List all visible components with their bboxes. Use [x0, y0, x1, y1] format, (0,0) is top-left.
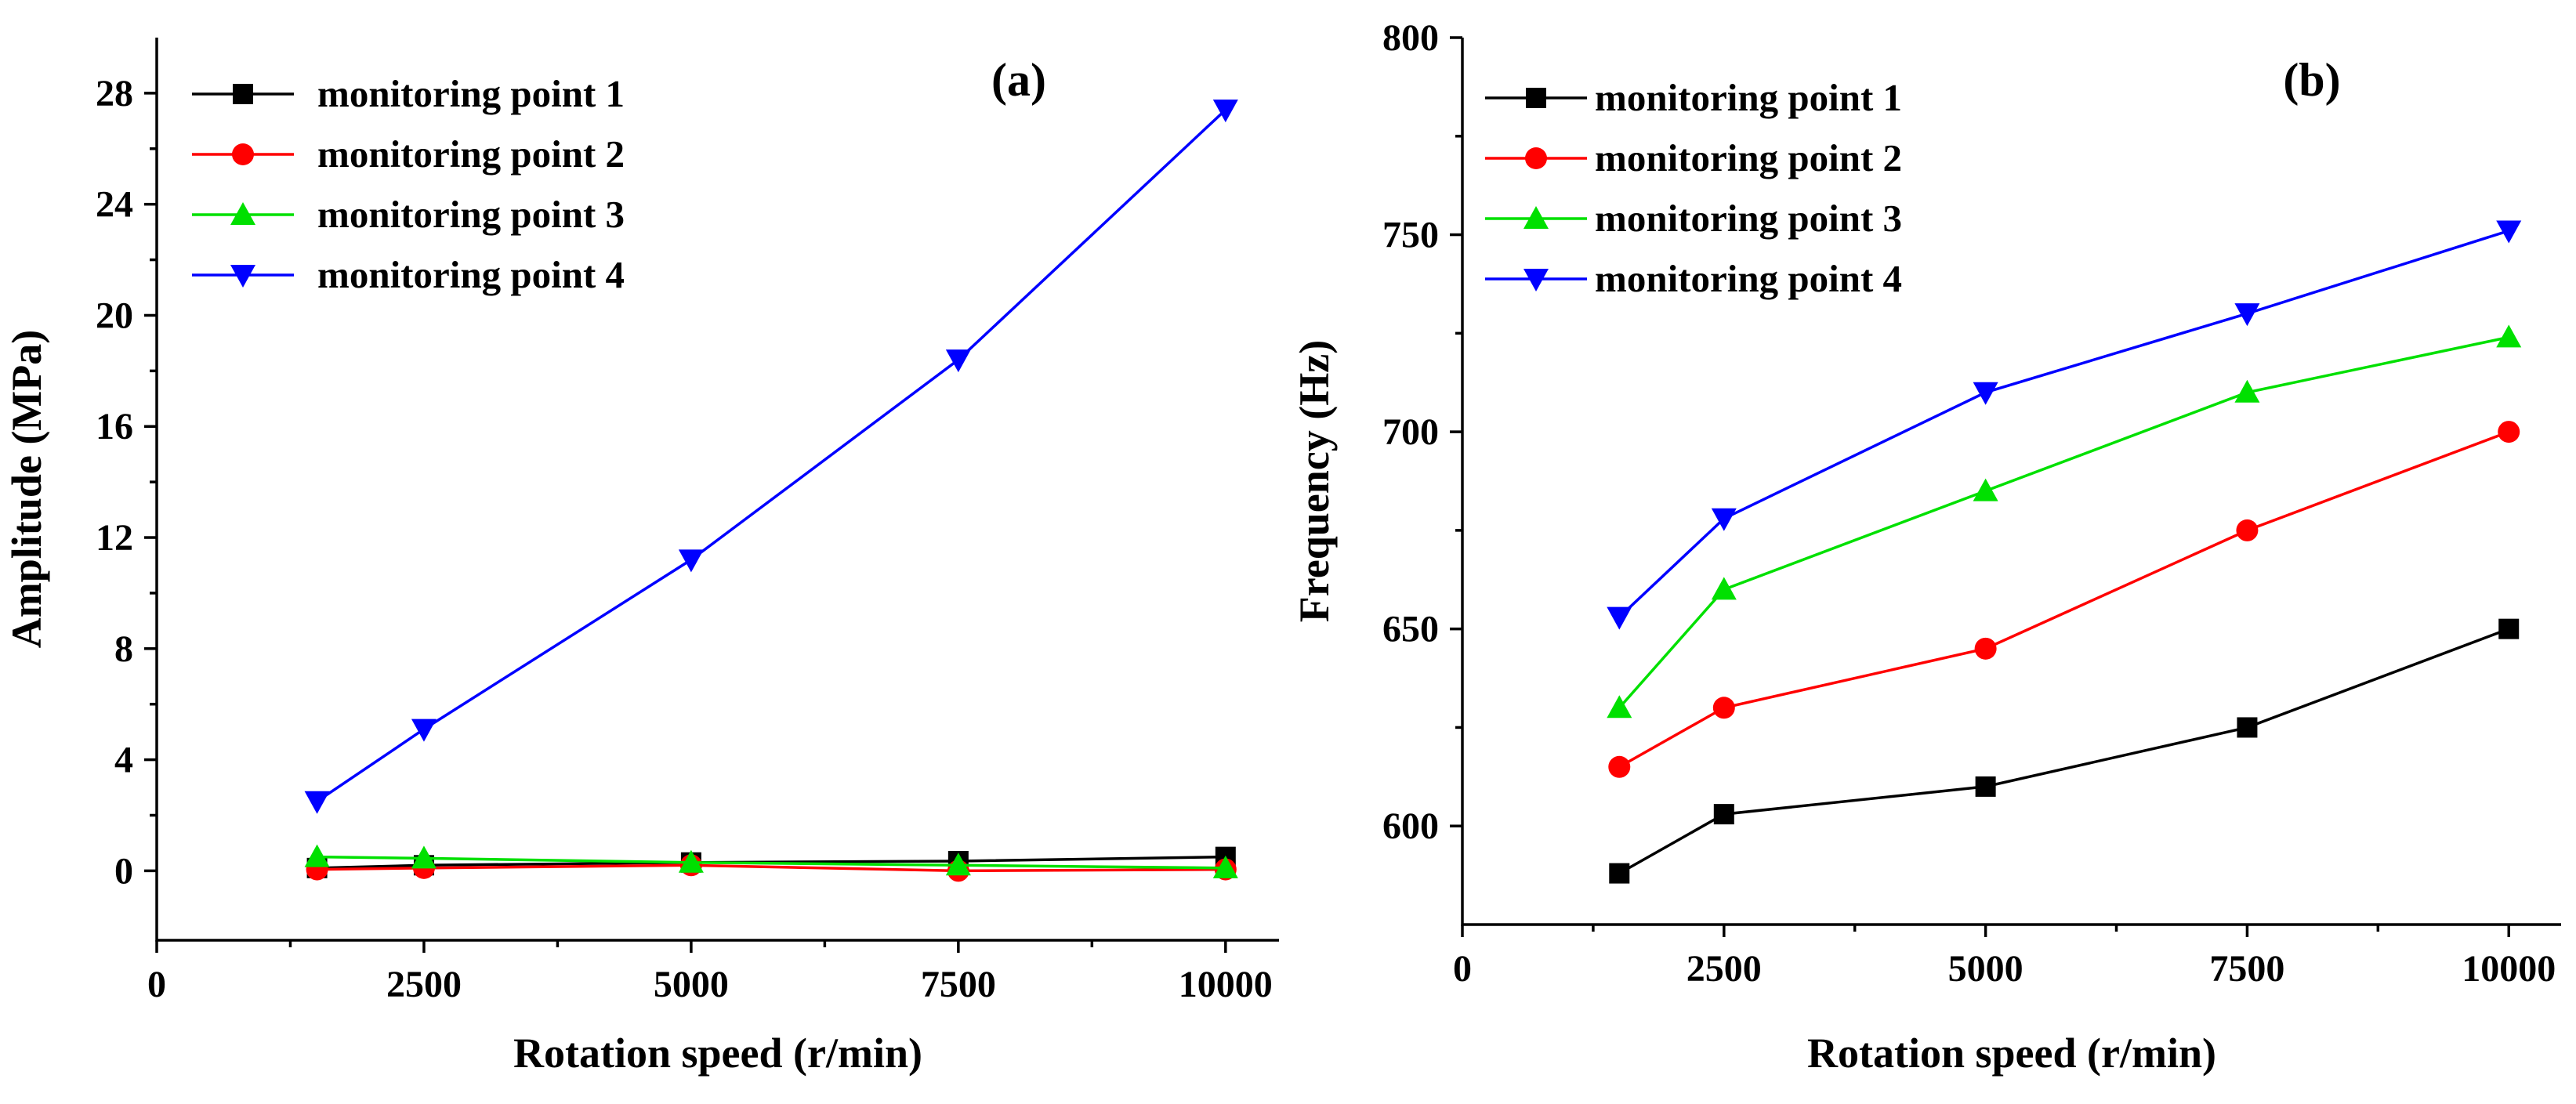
legend-marker: [1523, 269, 1549, 291]
data-point: [1609, 863, 1630, 884]
y-tick-label: 12: [96, 517, 133, 559]
x-tick-label: 7500: [921, 964, 996, 1005]
data-point: [1713, 804, 1734, 825]
data-point: [1712, 697, 1735, 719]
legend-marker: [233, 84, 253, 104]
panel-label: (b): [2283, 54, 2340, 106]
data-point: [1973, 382, 1998, 405]
y-tick-label: 20: [96, 295, 133, 336]
data-point: [304, 844, 330, 867]
legend-label: monitoring point 1: [317, 72, 625, 115]
data-point: [304, 791, 330, 814]
data-point: [2496, 220, 2522, 244]
data-point: [1711, 508, 1737, 531]
legend-item-monitoring-point-3: monitoring point 3: [192, 193, 625, 236]
series-line: [1618, 335, 2509, 709]
y-tick-label: 750: [1382, 215, 1439, 256]
panel-label: (a): [991, 54, 1046, 106]
data-point: [2236, 519, 2259, 541]
y-tick-label: 16: [96, 406, 133, 447]
series-monitoring-point-1: [1609, 618, 2520, 884]
data-point: [1711, 577, 1737, 600]
x-tick-label: 10000: [2462, 948, 2556, 990]
legend-item-monitoring-point-1: monitoring point 1: [1485, 76, 1902, 119]
y-tick-label: 650: [1382, 609, 1439, 650]
data-point: [1607, 606, 1632, 630]
legend-label: monitoring point 3: [1595, 197, 1902, 240]
legend-item-monitoring-point-3: monitoring point 3: [1485, 197, 1902, 240]
data-point: [411, 845, 437, 869]
data-point: [411, 719, 437, 742]
legend-label: monitoring point 4: [317, 253, 625, 296]
x-tick-label: 10000: [1179, 964, 1273, 1005]
legend-marker: [230, 265, 255, 288]
data-point: [2234, 379, 2260, 403]
x-tick-label: 2500: [386, 964, 462, 1005]
legend-item-monitoring-point-4: monitoring point 4: [1485, 257, 1902, 300]
legend-item-monitoring-point-2: monitoring point 2: [1485, 136, 1902, 179]
data-point: [1973, 478, 1998, 501]
y-tick-label: 0: [114, 850, 133, 892]
x-tick-label: 0: [1453, 948, 1472, 990]
series-line: [1618, 628, 2509, 875]
data-point: [1212, 100, 1238, 123]
legend-marker: [1523, 206, 1549, 229]
y-tick-label: 4: [114, 740, 133, 781]
legend-label: monitoring point 4: [1595, 257, 1902, 300]
legend-marker: [230, 202, 255, 225]
data-point: [2498, 618, 2520, 639]
x-tick-label: 5000: [654, 964, 729, 1005]
data-point: [1974, 637, 1997, 660]
x-tick-label: 5000: [1948, 948, 2023, 990]
series-monitoring-point-3: [304, 844, 1238, 878]
data-point: [2237, 717, 2258, 738]
y-axis-title: Frequency (Hz): [1291, 340, 1338, 622]
panel-b-frequency-chart: 0 2500 5000 7500 10000 600 650 700 750 800 Rotatio…: [1291, 17, 2561, 1077]
legend-label: monitoring point 2: [317, 132, 625, 176]
data-point: [2498, 421, 2520, 443]
legend-label: monitoring point 2: [1595, 136, 1902, 179]
x-axis-title: Rotation speed (r/min): [513, 1030, 922, 1077]
x-tick-label: 2500: [1687, 948, 1762, 990]
data-point: [1607, 695, 1632, 719]
legend-label: monitoring point 1: [1595, 76, 1902, 119]
legend-marker: [1526, 88, 1546, 108]
data-point: [2234, 303, 2260, 327]
series-monitoring-point-4: [304, 100, 1238, 814]
y-tick-label: 8: [114, 628, 133, 670]
data-point: [945, 349, 971, 373]
legend-item-monitoring-point-1: monitoring point 1: [192, 72, 625, 115]
series-monitoring-point-3: [1607, 324, 2522, 719]
data-point: [1608, 755, 1631, 778]
data-point: [945, 852, 971, 876]
series-line: [1618, 430, 2509, 769]
series-monitoring-point-4: [1607, 220, 2522, 630]
legend-item-monitoring-point-2: monitoring point 2: [192, 132, 625, 176]
y-tick-label: 24: [96, 184, 133, 226]
data-point: [678, 849, 704, 873]
y-tick-label: 700: [1382, 411, 1439, 453]
y-tick-label: 28: [96, 73, 133, 114]
legend-label: monitoring point 3: [317, 193, 625, 236]
data-point: [1975, 776, 1996, 797]
panel-a-amplitude-chart: 0 2500 5000 7500 10000 0 4 8 12 16 20 24 28 Rotation …: [3, 38, 1279, 1077]
x-tick-label: 7500: [2209, 948, 2284, 990]
data-point: [1212, 855, 1238, 878]
legend-marker: [232, 143, 254, 165]
series-monitoring-point-2: [1608, 421, 2520, 778]
data-point: [678, 549, 704, 573]
legend-item-monitoring-point-4: monitoring point 4: [192, 253, 625, 296]
y-tick-label: 600: [1382, 805, 1439, 847]
data-point: [2496, 324, 2522, 348]
y-tick-label: 800: [1382, 17, 1439, 59]
legend-marker: [1525, 147, 1547, 169]
x-tick-label: 0: [147, 964, 166, 1005]
y-axis-title: Amplitude (MPa): [3, 330, 50, 648]
x-axis-title: Rotation speed (r/min): [1807, 1030, 2216, 1077]
